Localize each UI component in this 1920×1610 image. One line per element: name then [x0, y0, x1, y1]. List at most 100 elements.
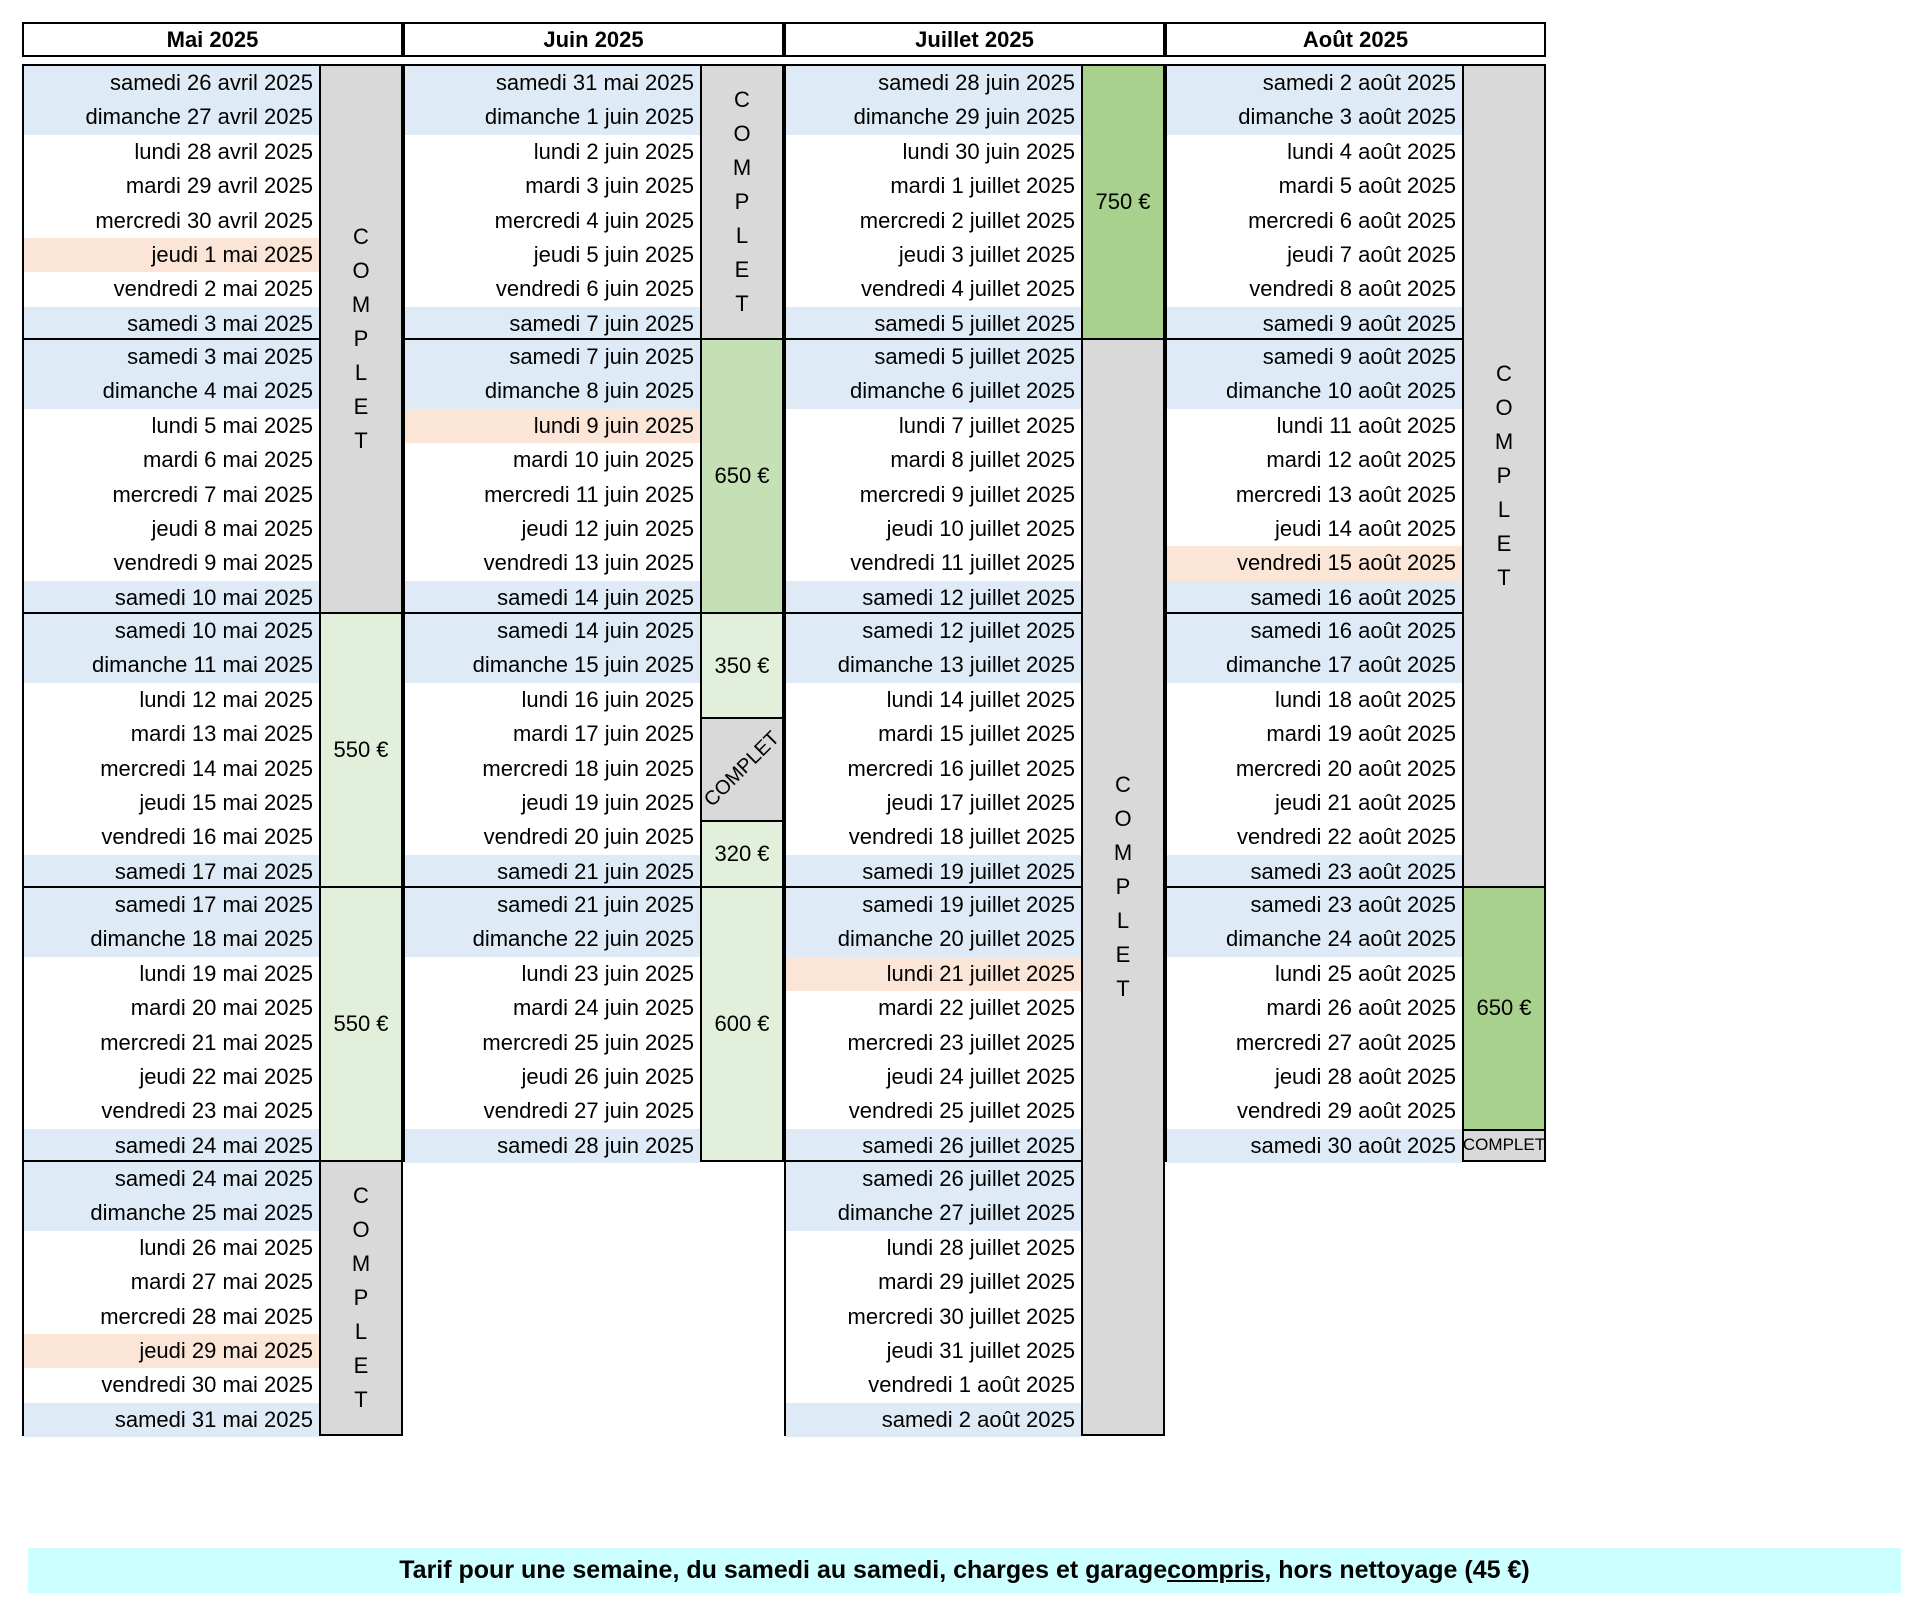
- price-label: 600 €: [714, 1011, 770, 1036]
- day-row: samedi 9 août 2025: [1167, 340, 1462, 375]
- day-row: dimanche 17 août 2025: [1167, 648, 1462, 683]
- day-row: mardi 6 mai 2025: [143, 447, 313, 473]
- day-row: mercredi 25 juin 2025: [482, 1029, 694, 1055]
- day-row: vendredi 1 août 2025: [868, 1372, 1075, 1398]
- day-row: mardi 13 mai 2025: [130, 721, 313, 747]
- day-row: samedi 7 juin 2025: [405, 340, 700, 375]
- day-row: dimanche 27 avril 2025: [24, 100, 319, 135]
- day-row: samedi 23 août 2025: [1167, 854, 1462, 890]
- day-row: lundi 21 juillet 2025: [786, 956, 1081, 992]
- day-row: mardi 8 juillet 2025: [890, 447, 1075, 473]
- day-row: mercredi 23 juillet 2025: [847, 1029, 1075, 1055]
- day-row: samedi 3 mai 2025: [24, 306, 319, 342]
- day-row: dimanche 25 mai 2025: [24, 1196, 319, 1231]
- day-row: mercredi 28 mai 2025: [100, 1303, 313, 1329]
- day-row: mardi 26 août 2025: [1266, 995, 1456, 1021]
- price-cell: 650 €: [700, 340, 782, 612]
- price-cell: 350 €: [700, 614, 782, 718]
- day-row: lundi 2 juin 2025: [533, 138, 694, 164]
- day-row: mardi 24 juin 2025: [512, 995, 694, 1021]
- day-row: samedi 26 avril 2025: [24, 66, 319, 101]
- day-row: lundi 12 mai 2025: [139, 686, 313, 712]
- day-row: vendredi 2 mai 2025: [113, 276, 313, 302]
- day-row: jeudi 24 juillet 2025: [886, 1064, 1075, 1089]
- day-row: lundi 28 avril 2025: [134, 138, 313, 164]
- day-row: vendredi 25 juillet 2025: [848, 1098, 1075, 1124]
- day-row: mardi 10 juin 2025: [512, 447, 694, 473]
- day-row: jeudi 3 juillet 2025: [898, 242, 1075, 267]
- price-label: 550 €: [333, 737, 389, 762]
- day-row: jeudi 1 mai 2025: [24, 238, 319, 273]
- day-row: dimanche 24 août 2025: [1167, 922, 1462, 957]
- day-row: vendredi 22 août 2025: [1237, 824, 1456, 850]
- footer-note: Tarif pour une semaine, du samedi au sam…: [28, 1548, 1901, 1593]
- price-cell: 320 €: [700, 820, 782, 886]
- week-block: samedi 12 juillet 2025 dimanche 13 juille…: [784, 612, 1165, 890]
- day-row: samedi 28 juin 2025: [786, 66, 1081, 101]
- day-row: samedi 26 juillet 2025: [786, 1128, 1081, 1164]
- complet-label: COMPLET: [699, 727, 784, 812]
- day-row: mercredi 6 août 2025: [1248, 207, 1456, 233]
- day-row: samedi 23 août 2025: [1167, 888, 1462, 923]
- day-row: mercredi 18 juin 2025: [482, 755, 694, 781]
- price-label: 550 €: [333, 1011, 389, 1036]
- day-row: jeudi 7 août 2025: [1287, 242, 1456, 267]
- complet-label: COMPLET: [1494, 361, 1514, 590]
- complet-cell: COMPLET: [319, 66, 401, 612]
- day-row: jeudi 17 juillet 2025: [886, 790, 1075, 815]
- day-row: vendredi 30 mai 2025: [101, 1372, 313, 1398]
- day-row: lundi 5 mai 2025: [151, 412, 313, 438]
- day-row: samedi 12 juillet 2025: [786, 580, 1081, 616]
- day-row: mercredi 16 juillet 2025: [847, 755, 1075, 781]
- price-label: 650 €: [1476, 995, 1532, 1021]
- day-row: dimanche 6 juillet 2025: [786, 374, 1081, 409]
- day-row: lundi 25 août 2025: [1274, 960, 1456, 986]
- day-row: lundi 28 juillet 2025: [886, 1234, 1075, 1260]
- day-row: jeudi 12 juin 2025: [521, 516, 694, 541]
- day-row: mercredi 11 juin 2025: [484, 481, 694, 507]
- day-row: vendredi 9 mai 2025: [113, 550, 313, 576]
- day-row: vendredi 23 mai 2025: [101, 1098, 313, 1124]
- day-row: dimanche 15 juin 2025: [405, 648, 700, 683]
- month-header: Juillet 2025: [784, 22, 1165, 57]
- month-header: Août 2025: [1165, 22, 1546, 57]
- day-row: jeudi 8 mai 2025: [151, 516, 313, 541]
- day-row: lundi 14 juillet 2025: [886, 686, 1075, 712]
- day-row: vendredi 8 août 2025: [1249, 276, 1456, 302]
- day-row: dimanche 18 mai 2025: [24, 922, 319, 957]
- day-row: jeudi 29 mai 2025: [24, 1334, 319, 1369]
- complet-cell: COMPLET: [1462, 66, 1544, 886]
- day-row: samedi 16 août 2025: [1167, 580, 1462, 616]
- day-row: samedi 16 août 2025: [1167, 614, 1462, 649]
- day-row: mardi 29 juillet 2025: [878, 1269, 1075, 1295]
- day-row: mardi 19 août 2025: [1266, 721, 1456, 747]
- day-row: mardi 5 août 2025: [1278, 173, 1456, 199]
- day-row: lundi 11 août 2025: [1276, 412, 1456, 438]
- day-row: samedi 24 mai 2025: [24, 1128, 319, 1164]
- day-row: dimanche 13 juillet 2025: [786, 648, 1081, 683]
- complet-cell: COMPLET: [700, 66, 782, 338]
- day-row: samedi 19 juillet 2025: [786, 888, 1081, 923]
- day-row: jeudi 31 juillet 2025: [886, 1338, 1075, 1363]
- day-row: samedi 19 juillet 2025: [786, 854, 1081, 890]
- day-row: samedi 17 mai 2025: [24, 888, 319, 923]
- day-row: samedi 26 juillet 2025: [786, 1162, 1081, 1197]
- footer-text-before: Tarif pour une semaine, du samedi au sam…: [399, 1556, 1168, 1584]
- day-row: lundi 18 août 2025: [1274, 686, 1456, 712]
- day-row: mardi 1 juillet 2025: [890, 173, 1075, 199]
- day-row: samedi 24 mai 2025: [24, 1162, 319, 1197]
- day-row: lundi 23 juin 2025: [521, 960, 694, 986]
- price-label: 320 €: [714, 841, 770, 867]
- day-row: dimanche 10 août 2025: [1167, 374, 1462, 409]
- day-row: vendredi 6 juin 2025: [495, 276, 694, 302]
- day-row: samedi 12 juillet 2025: [786, 614, 1081, 649]
- day-row: vendredi 18 juillet 2025: [848, 824, 1075, 850]
- complet-cell: COMPLET: [319, 1162, 401, 1434]
- complet-cell: COMPLET: [1462, 1128, 1545, 1160]
- day-row: lundi 16 juin 2025: [521, 686, 694, 712]
- day-row: lundi 26 mai 2025: [139, 1234, 313, 1260]
- day-row: mercredi 13 août 2025: [1235, 481, 1456, 507]
- price-label: 650 €: [714, 463, 770, 488]
- day-row: mercredi 30 avril 2025: [95, 207, 313, 233]
- day-row: dimanche 4 mai 2025: [24, 374, 319, 409]
